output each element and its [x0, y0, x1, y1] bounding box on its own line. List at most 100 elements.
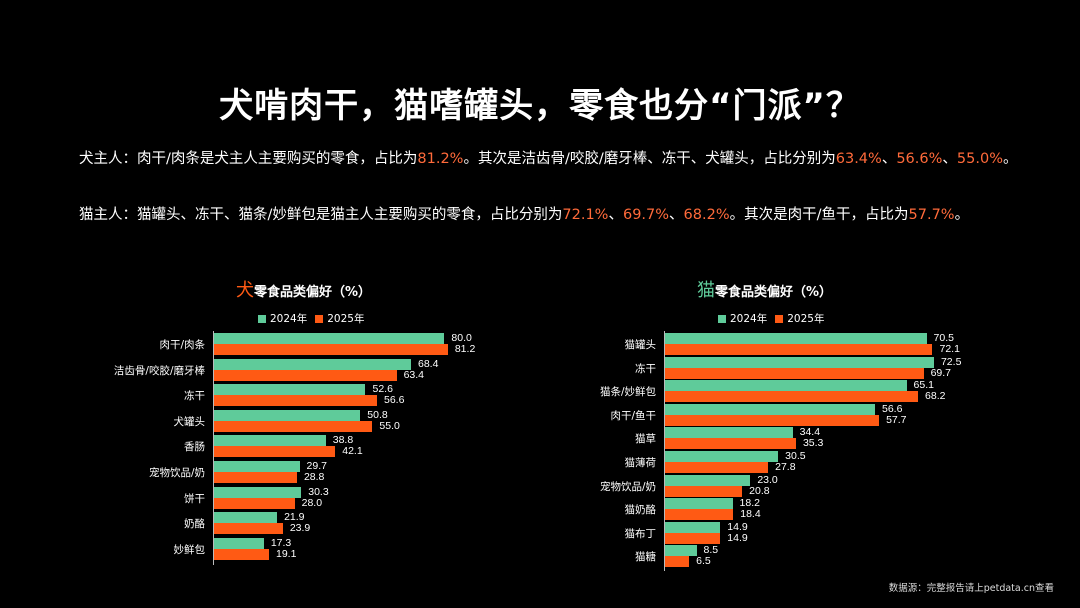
legend-label: 2025年: [787, 313, 825, 325]
value-label: 81.2: [454, 343, 476, 355]
chart-legend: 2024年 2025年: [718, 311, 824, 326]
category-label: 猫条/妙鲜包: [599, 386, 656, 399]
bar-2025年: [665, 485, 743, 497]
bar-2025年: [214, 369, 397, 381]
value-label: 18.2: [739, 497, 760, 510]
data-source-note: 数据源：完整报告请上petdata.cn查看: [888, 583, 1054, 594]
category-label: 犬罐头: [173, 415, 206, 428]
highlight-percentage: 81.2%: [417, 151, 464, 167]
highlight-percentage: 55.0%: [956, 151, 1003, 167]
value-label: 28.0: [301, 496, 323, 509]
bar-2024年: [665, 427, 793, 439]
bar-2024年: [214, 461, 300, 472]
value-label: 17.3: [270, 536, 292, 549]
bar-2025年: [214, 548, 269, 560]
chart-legend: 2024年 2025年: [258, 311, 364, 326]
value-label: 20.8: [749, 484, 770, 497]
bar-2024年: [665, 451, 779, 462]
text-segment: 犬主人：肉干/肉条是犬主人主要购买的零食，占比为: [79, 151, 418, 167]
bar-2025年: [214, 344, 448, 355]
highlight-percentage: 63.4%: [835, 151, 882, 167]
chart-title: 猫零食品类偏好（%）: [697, 276, 832, 302]
bar-2025年: [214, 497, 295, 509]
text-segment: 、: [669, 207, 684, 223]
bar-2025年: [665, 532, 721, 544]
legend-swatch-2024年: [718, 314, 726, 323]
highlight-percentage: 68.2%: [683, 207, 730, 223]
bar-2024年: [665, 333, 927, 344]
bar-2025年: [665, 367, 924, 379]
bar-2025年: [214, 472, 297, 483]
value-label: 29.7: [306, 460, 327, 472]
y-axis-line: [664, 331, 665, 571]
highlight-percentage: 57.7%: [908, 207, 955, 223]
value-label: 23.0: [757, 473, 778, 486]
category-label: 冻干: [184, 390, 205, 403]
value-label: 80.0: [451, 332, 472, 344]
category-label: 奶酪: [184, 518, 205, 531]
cat-icon: 猫: [697, 280, 715, 301]
bar-2024年: [214, 537, 264, 549]
text-segment: 猫主人：猫罐头、冻干、猫条/妙鲜包是猫主人主要购买的零食，占比分别为: [79, 207, 563, 223]
bar-2024年: [665, 521, 721, 533]
text-segment: 。: [1002, 151, 1018, 167]
bar-2025年: [665, 438, 796, 450]
legend-label: 2024年: [270, 313, 308, 325]
bar-2024年: [214, 409, 361, 421]
bar-2024年: [214, 333, 445, 344]
bar-2024年: [665, 380, 907, 392]
value-label: 30.5: [785, 450, 806, 462]
category-label: 猫糖: [635, 551, 656, 564]
value-label: 68.4: [417, 357, 439, 370]
value-label: 50.8: [367, 408, 388, 421]
value-label: 42.1: [342, 445, 363, 458]
legend-swatch-2025年: [315, 314, 324, 323]
value-label: 8.5: [703, 544, 719, 557]
text-segment: 。: [954, 207, 970, 223]
bar-2025年: [214, 523, 283, 535]
category-label: 猫罐头: [624, 339, 657, 351]
bar-2024年: [665, 403, 875, 415]
value-label: 28.8: [303, 471, 325, 483]
value-label: 69.7: [930, 366, 952, 379]
bar-2025年: [665, 391, 919, 403]
bar-2024年: [665, 545, 697, 557]
cat-owner-summary: 猫主人：猫罐头、冻干、猫条/妙鲜包是猫主人主要购买的零食，占比分别为72.1%、…: [79, 201, 1039, 230]
category-label: 香肠: [184, 441, 205, 454]
text-segment: 。其次是肉干/鱼干，占比为: [729, 207, 909, 223]
value-label: 19.1: [276, 547, 297, 560]
category-label: 洁齿骨/咬胶/磨牙棒: [113, 364, 205, 377]
value-label: 63.4: [403, 368, 425, 381]
chart-title-text: 零食品类偏好（%）: [254, 285, 372, 300]
bar-2025年: [214, 446, 336, 458]
value-label: 35.3: [802, 437, 824, 450]
value-label: 68.2: [925, 390, 946, 403]
bar-2024年: [665, 356, 934, 368]
dog-owner-summary: 犬主人：肉干/肉条是犬主人主要购买的零食，占比为81.2%。其次是洁齿骨/咬胶/…: [79, 145, 1039, 174]
bar-2025年: [665, 556, 690, 568]
category-label: 猫奶酪: [624, 504, 657, 517]
bar-2025年: [665, 462, 769, 473]
bar-2024年: [214, 486, 302, 498]
value-label: 56.6: [881, 402, 903, 415]
value-label: 34.4: [799, 426, 821, 439]
value-label: 57.7: [886, 413, 907, 426]
category-label: 猫布丁: [624, 527, 657, 540]
category-label: 宠物饮品/奶: [148, 467, 205, 479]
value-label: 65.1: [913, 379, 934, 392]
text-segment: 、: [608, 207, 623, 223]
legend-label: 2024年: [730, 313, 768, 325]
dog-icon: 犬: [236, 280, 254, 301]
value-label: 72.1: [939, 343, 960, 355]
highlight-percentage: 56.6%: [896, 151, 943, 167]
category-label: 肉干/鱼干: [610, 409, 656, 422]
legend-swatch-2024年: [258, 314, 266, 323]
highlight-percentage: 69.7%: [622, 207, 670, 223]
chart-title: 犬零食品类偏好（%）: [236, 276, 371, 302]
bar-2025年: [665, 414, 880, 426]
bar-2025年: [214, 395, 377, 407]
value-label: 30.3: [308, 485, 329, 498]
text-segment: 、: [881, 151, 897, 167]
bar-2024年: [665, 498, 733, 510]
text-segment: 。其次是洁齿骨/咬胶/磨牙棒、冻干、犬罐头，占比分别为: [463, 151, 836, 167]
